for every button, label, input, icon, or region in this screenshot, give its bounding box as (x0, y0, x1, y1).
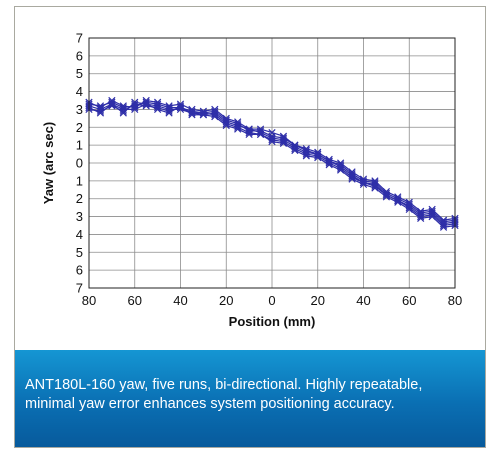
data-point-marker (256, 130, 265, 139)
y-tick-labels: 7 6 5 4 3 2 1 0 1 2 3 4 5 6 7 (76, 31, 83, 296)
x-tick-label: 80 (448, 293, 462, 308)
data-point-marker (279, 139, 288, 147)
data-point-marker (348, 175, 356, 183)
y-tick-label: 4 (76, 227, 83, 242)
y-tick-label: 4 (76, 84, 83, 99)
data-point-marker (108, 102, 116, 110)
data-point-marker (131, 98, 139, 106)
yaw-chart: 7 6 5 4 3 2 1 0 1 2 3 4 5 6 7 80 60 40 20 0 20 40 60 80 Positi… (41, 31, 462, 330)
data-point-marker (211, 112, 219, 121)
data-point-marker (176, 104, 185, 112)
data-point-marker (199, 111, 207, 119)
y-tick-label: 6 (76, 48, 83, 63)
data-point-marker (245, 130, 253, 139)
data-point-marker (131, 100, 139, 108)
x-axis-label: Position (mm) (229, 314, 316, 329)
data-point-marker (96, 109, 105, 117)
data-point-marker (314, 154, 322, 162)
data-point-marker (337, 164, 345, 172)
x-tick-label: 0 (268, 293, 275, 308)
data-point-marker (222, 121, 230, 130)
y-tick-label: 1 (76, 173, 83, 188)
data-point-marker (382, 193, 390, 201)
caption-banner: ANT180L-160 yaw, five runs, bi-direction… (15, 350, 485, 447)
data-point-marker (428, 212, 436, 221)
data-point-marker (188, 111, 196, 119)
y-tick-label: 0 (76, 156, 83, 171)
data-point-marker (131, 105, 139, 114)
y-tick-label: 5 (76, 66, 83, 81)
data-point-marker (394, 196, 402, 205)
x-tick-label: 40 (356, 293, 370, 308)
data-point-marker (302, 152, 310, 160)
data-point-marker (337, 166, 345, 174)
data-series (85, 96, 459, 231)
data-point-marker (234, 123, 242, 131)
data-point-marker (439, 221, 448, 230)
data-point-marker (417, 212, 425, 221)
data-point-marker (371, 184, 379, 192)
data-point-marker (314, 152, 322, 160)
data-point-marker (405, 205, 413, 214)
data-point-marker (394, 198, 402, 206)
y-tick-label: 7 (76, 281, 83, 296)
x-tick-label: 40 (173, 293, 187, 308)
data-point-marker (405, 204, 413, 212)
data-point-marker (108, 100, 116, 108)
y-tick-label: 1 (76, 138, 83, 153)
data-point-marker (165, 107, 173, 115)
data-point-marker (439, 223, 448, 231)
data-point-marker (291, 146, 299, 155)
series-run-5 (85, 98, 459, 231)
x-tick-label: 80 (82, 293, 96, 308)
y-tick-label: 5 (76, 245, 83, 260)
y-axis-label: Yaw (arc sec) (41, 122, 56, 204)
data-point-marker (119, 107, 127, 115)
y-tick-label: 6 (76, 263, 83, 278)
y-tick-label: 2 (76, 191, 83, 206)
data-point-marker (325, 161, 333, 169)
data-point-marker (211, 111, 219, 119)
data-point-marker (96, 107, 105, 115)
data-point-marker (359, 180, 368, 189)
data-point-marker (154, 105, 162, 114)
data-point-marker (371, 182, 379, 190)
data-point-marker (119, 109, 127, 117)
data-point-marker (268, 137, 276, 146)
y-tick-label: 3 (76, 102, 83, 117)
y-tick-label: 2 (76, 120, 83, 135)
x-tick-label: 20 (219, 293, 233, 308)
data-point-marker (417, 214, 425, 222)
data-point-marker (234, 125, 242, 133)
data-point-marker (165, 109, 173, 117)
x-tick-label: 20 (311, 293, 325, 308)
data-point-marker (279, 137, 288, 146)
x-tick-label: 60 (402, 293, 416, 308)
x-tick-label: 60 (128, 293, 142, 308)
data-point-marker (142, 100, 150, 108)
y-tick-label: 3 (76, 209, 83, 224)
y-tick-label: 7 (76, 31, 83, 46)
caption-text: ANT180L-160 yaw, five runs, bi-direction… (25, 377, 423, 412)
plot-border (88, 37, 456, 289)
x-tick-labels: 80 60 40 20 0 20 40 60 80 (82, 293, 462, 308)
data-point-marker (176, 102, 185, 110)
